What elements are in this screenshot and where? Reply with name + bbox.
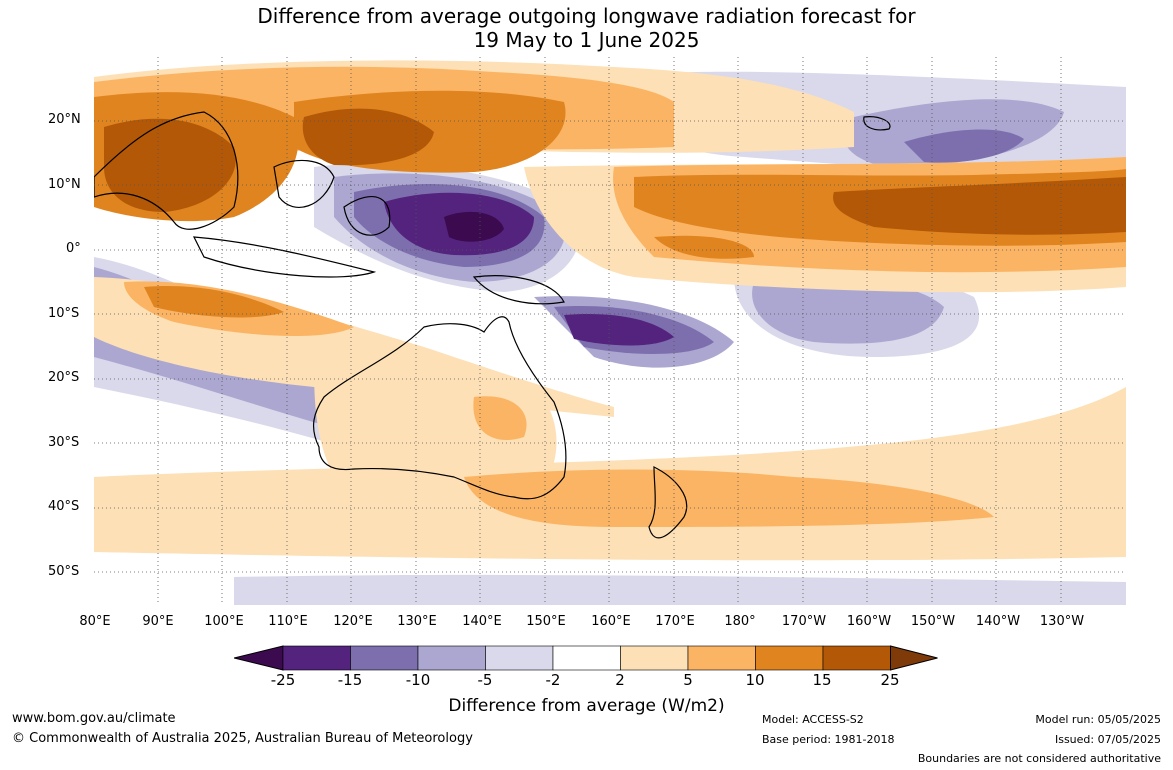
map-title: Difference from average outgoing longwav…: [0, 4, 1173, 52]
footer-base-period: Base period: 1981-2018: [762, 733, 895, 746]
colorbar-tick: 5: [683, 671, 693, 689]
colorbar-segment: [687, 645, 756, 671]
lat-label-equator: 0°: [66, 241, 81, 256]
olr-anomaly-map: [93, 57, 1126, 605]
lat-label-10n: 10°N: [48, 177, 81, 192]
lon-label-160w: 160°W: [846, 614, 892, 629]
lon-label-80e: 80°E: [79, 614, 111, 629]
lon-label-130e: 130°E: [397, 614, 437, 629]
colorbar-label: Difference from average (W/m2): [448, 696, 725, 716]
title-line-1: Difference from average outgoing longwav…: [257, 4, 916, 28]
colorbar-segment: [350, 645, 419, 671]
lon-label-130w: 130°W: [1039, 614, 1085, 629]
colorbar-tick: 25: [880, 671, 900, 689]
footer-model-run: Model run: 05/05/2025: [1035, 713, 1161, 726]
footer-copyright: © Commonwealth of Australia 2025, Austra…: [12, 731, 473, 746]
colorbar-tick: 2: [615, 671, 625, 689]
lon-label-170w: 170°W: [781, 614, 827, 629]
lat-label-30s: 30°S: [48, 435, 80, 450]
anomaly-band-extreme-negative: [444, 211, 504, 242]
lon-label-160e: 160°E: [591, 614, 631, 629]
lon-label-110e: 110°E: [268, 614, 308, 629]
title-line-2: 19 May to 1 June 2025: [473, 28, 700, 52]
lon-label-170e: 170°E: [655, 614, 695, 629]
footer-url[interactable]: www.bom.gov.au/climate: [12, 711, 176, 726]
colorbar-segment: [755, 645, 824, 671]
colorbar-tick: -2: [545, 671, 561, 689]
anomaly-band-very-strong-positive: [104, 108, 1126, 235]
lon-label-100e: 100°E: [204, 614, 244, 629]
lon-label-90e: 90°E: [142, 614, 174, 629]
colorbar-segment: [282, 645, 351, 671]
lat-label-10s: 10°S: [48, 306, 80, 321]
footer-model: Model: ACCESS-S2: [762, 713, 864, 726]
graticule: [94, 57, 1126, 605]
lon-label-140w: 140°W: [975, 614, 1021, 629]
colorbar-tick: -5: [477, 671, 493, 689]
colorbar-arrow-min: [234, 645, 284, 671]
coastlines: [93, 111, 891, 539]
lat-label-20n: 20°N: [48, 112, 81, 127]
lat-label-20s: 20°S: [48, 370, 80, 385]
colorbar-segment: [620, 645, 689, 671]
footer-issued: Issued: 07/05/2025: [1054, 733, 1161, 746]
colorbar-tick: -10: [405, 671, 431, 689]
colorbar-tick: 15: [812, 671, 832, 689]
colorbar-tick: -25: [270, 671, 296, 689]
colorbar-segment: [417, 645, 486, 671]
lon-label-140e: 140°E: [462, 614, 502, 629]
colorbar-arrow-max: [890, 645, 938, 671]
colorbar: [234, 645, 938, 671]
footer-disclaimer: Boundaries are not considered authoritat…: [917, 752, 1161, 765]
map-canvas: [93, 57, 1126, 605]
colorbar-tick: -15: [337, 671, 363, 689]
lon-label-150e: 150°E: [526, 614, 566, 629]
lon-label-180: 180°: [724, 614, 756, 629]
lon-label-150w: 150°W: [910, 614, 956, 629]
lat-label-50s: 50°S: [48, 564, 80, 579]
lat-label-40s: 40°S: [48, 499, 80, 514]
colorbar-segment: [552, 645, 621, 671]
colorbar-segment: [485, 645, 554, 671]
lon-label-120e: 120°E: [333, 614, 373, 629]
colorbar-segment: [822, 645, 891, 671]
colorbar-tick: 10: [745, 671, 765, 689]
